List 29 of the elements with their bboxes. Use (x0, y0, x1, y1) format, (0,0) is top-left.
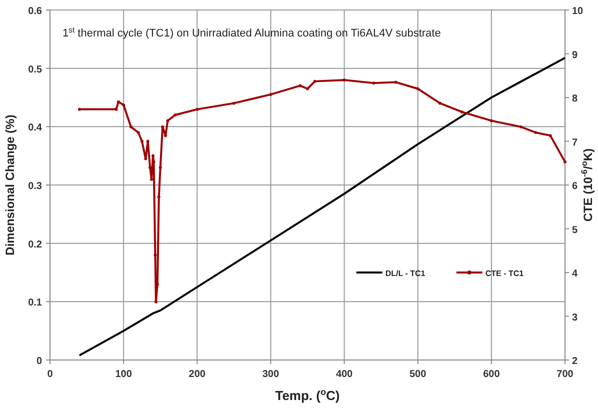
y2-tick-label: 10 (572, 6, 584, 17)
x-tick-label: 200 (188, 369, 206, 380)
y-tick-label: 0.5 (28, 64, 42, 76)
y-tick-label: 0.4 (28, 122, 42, 134)
y2-tick-label: 3 (572, 312, 578, 324)
legend-label: DL/L - TC1 (385, 269, 426, 278)
y2-tick-label: 2 (572, 356, 578, 367)
y2-tick-label: 8 (572, 94, 578, 104)
x-tick-label: 300 (262, 369, 280, 380)
x-tick-label: 0 (47, 369, 54, 380)
y-axis-title: Dimensional Change (%) (3, 114, 17, 256)
y-tick-label: 0.6 (28, 6, 42, 17)
x-axis-title: Temp. ($^{o}$C) (275, 387, 340, 403)
x-tick-label: 100 (115, 369, 132, 380)
x-tick-label: 600 (483, 369, 500, 380)
y-tick-label: 0 (36, 356, 42, 367)
x-tick-label: 700 (556, 369, 574, 380)
text: 1$^{st}$ thermal cycle (TC1) on Unirradiated Alumina coating on Ti6AL4V substrate (62, 24, 441, 40)
y2-tick-label: 9 (572, 50, 578, 61)
y-tick-label: 0.3 (28, 181, 42, 192)
y2-tick-label: 7 (572, 137, 578, 148)
y2-tick-label: 6 (572, 181, 578, 192)
x-tick-label: 400 (336, 369, 354, 380)
y2-tick-label: 4 (572, 268, 578, 280)
y2-tick-label: 5 (572, 224, 578, 236)
legend-label: CTE - TC1 (485, 269, 524, 278)
x-tick-label: 500 (410, 369, 427, 380)
y-tick-label: 0.1 (28, 298, 42, 309)
y-tick-label: 0.2 (28, 239, 42, 250)
